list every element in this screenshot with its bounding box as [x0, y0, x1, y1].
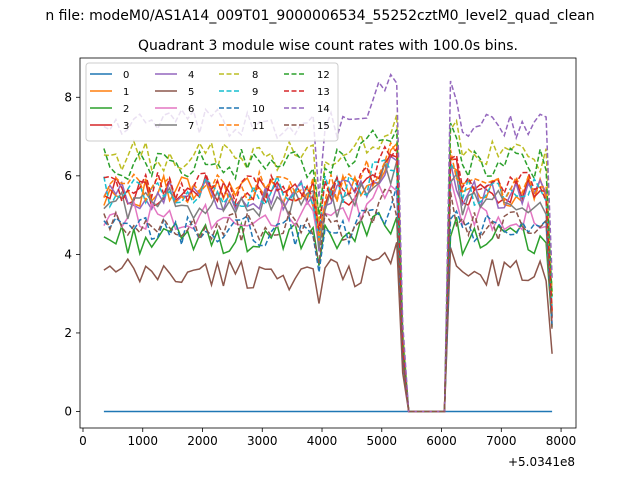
y-tick-label: 8	[64, 90, 72, 104]
legend-label: 4	[188, 70, 194, 81]
series-line-4	[103, 155, 553, 413]
legend-label: 15	[317, 121, 330, 132]
y-tick-label: 2	[64, 326, 72, 340]
series-group	[103, 73, 553, 413]
series-line-3	[103, 153, 553, 413]
chart-suptitle: n file: modeM0/AS1A14_009T01_9000006534_…	[45, 8, 594, 24]
legend-label: 2	[123, 104, 129, 115]
y-axis-ticks: 0 2 4 6 8	[64, 90, 80, 419]
legend-label: 9	[252, 87, 258, 98]
plot-frame	[79, 57, 577, 429]
legend-label: 10	[252, 104, 265, 115]
x-offset-label: +5.0341e8	[508, 455, 575, 469]
x-tick-label: 6000	[426, 434, 457, 448]
legend-label: 3	[123, 121, 129, 132]
legend-label: 8	[252, 70, 258, 81]
y-tick-label: 6	[64, 169, 72, 183]
legend-label: 1	[123, 87, 129, 98]
x-tick-label: 3000	[247, 434, 278, 448]
x-tick-label: 0	[79, 434, 87, 448]
legend-label: 13	[317, 87, 330, 98]
series-line-13	[103, 145, 553, 413]
series-line-5	[103, 242, 553, 413]
legend-frame	[85, 62, 339, 142]
series-line-11	[103, 140, 553, 413]
x-tick-label: 1000	[127, 434, 158, 448]
legend-label: 6	[188, 104, 194, 115]
legend-label: 0	[123, 70, 129, 81]
legend-label: 12	[317, 70, 330, 81]
x-tick-label: 7000	[486, 434, 517, 448]
x-tick-label: 8000	[546, 434, 577, 448]
series-line-7	[103, 160, 553, 413]
series-line-9	[103, 158, 553, 413]
legend-label: 5	[188, 87, 194, 98]
series-line-6	[103, 178, 553, 413]
chart-title: Quadrant 3 module wise count rates with …	[138, 38, 518, 54]
x-axis-ticks: 0 1000 2000 3000 4000 5000 6000 7000 8000	[79, 428, 576, 448]
y-tick-label: 0	[64, 405, 72, 419]
x-tick-label: 5000	[367, 434, 398, 448]
legend-label: 7	[188, 121, 194, 132]
y-tick-label: 4	[64, 247, 72, 261]
legend-label: 11	[252, 121, 265, 132]
x-tick-label: 4000	[307, 434, 338, 448]
series-line-10	[103, 185, 553, 413]
x-tick-label: 2000	[187, 434, 218, 448]
series-line-8	[103, 114, 553, 413]
legend-label: 14	[317, 104, 330, 115]
